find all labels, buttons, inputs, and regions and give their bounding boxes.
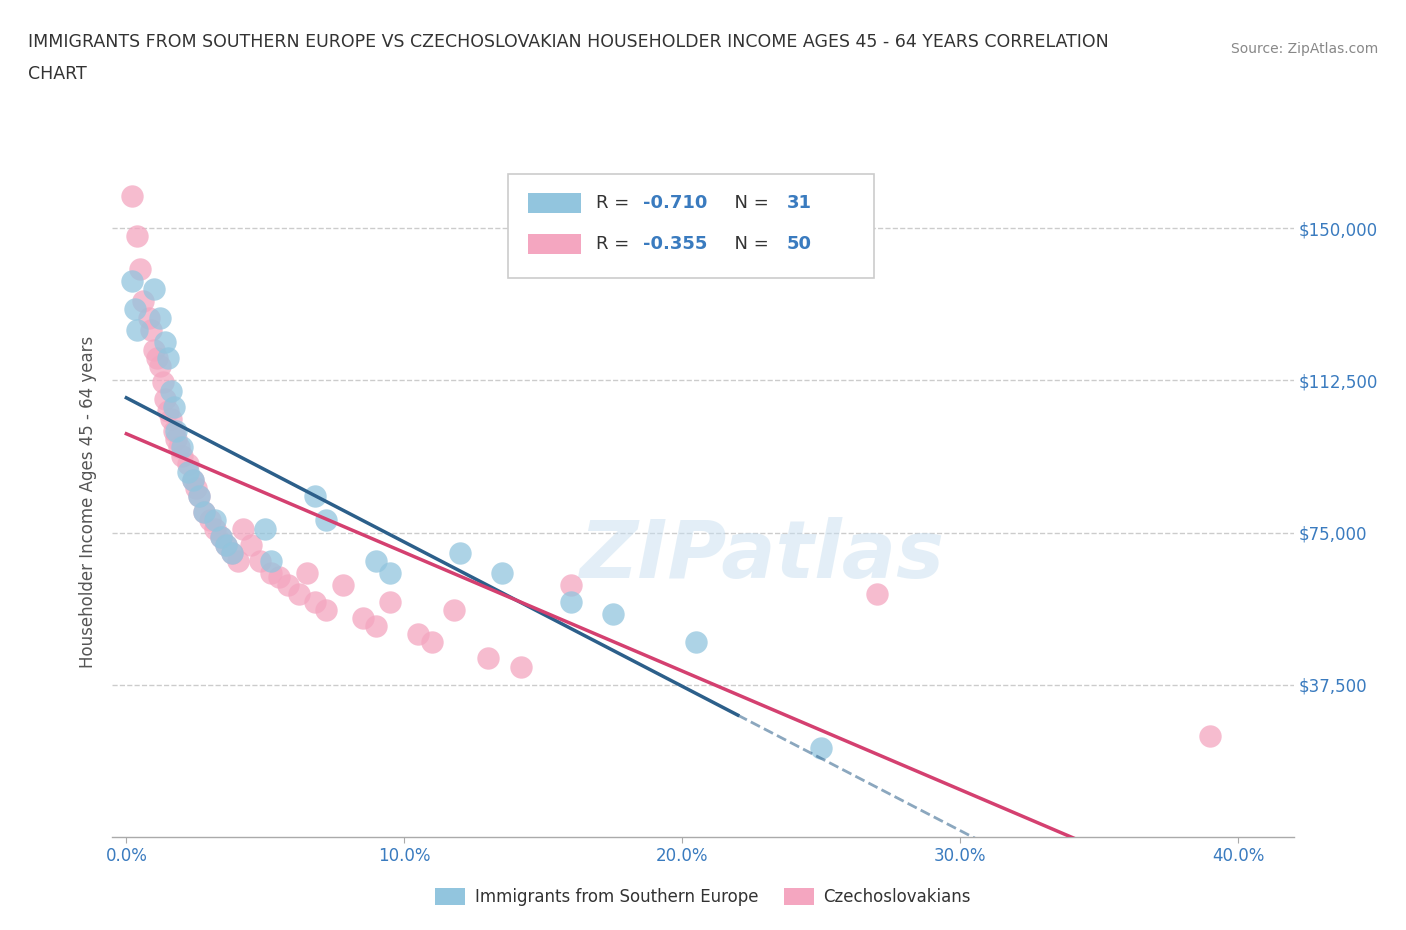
Text: -0.355: -0.355 bbox=[643, 235, 707, 253]
Point bbox=[149, 310, 172, 325]
Point bbox=[352, 610, 374, 625]
Point bbox=[380, 594, 402, 609]
Point bbox=[260, 565, 283, 580]
Point bbox=[295, 565, 318, 580]
Point bbox=[685, 635, 707, 650]
Point bbox=[127, 323, 149, 338]
Point bbox=[143, 282, 166, 297]
Point bbox=[380, 565, 402, 580]
Point bbox=[215, 538, 238, 552]
Point bbox=[1199, 728, 1222, 743]
Point bbox=[143, 342, 166, 357]
Point bbox=[176, 457, 198, 472]
Text: R =: R = bbox=[596, 193, 634, 212]
Point bbox=[170, 448, 193, 463]
Point bbox=[332, 578, 354, 592]
Point bbox=[221, 546, 243, 561]
Text: N =: N = bbox=[723, 193, 775, 212]
Point bbox=[141, 323, 163, 338]
Point bbox=[181, 472, 204, 487]
Point bbox=[477, 651, 499, 666]
Point bbox=[127, 229, 149, 244]
Point bbox=[209, 529, 232, 544]
Point bbox=[170, 440, 193, 455]
Point bbox=[221, 546, 243, 561]
Point bbox=[287, 586, 309, 601]
Point bbox=[366, 618, 388, 633]
Point bbox=[602, 606, 624, 621]
Text: 50: 50 bbox=[787, 235, 811, 253]
Point bbox=[866, 586, 889, 601]
Y-axis label: Householder Income Ages 45 - 64 years: Householder Income Ages 45 - 64 years bbox=[79, 336, 97, 669]
Point bbox=[204, 521, 226, 536]
Point bbox=[215, 538, 238, 552]
Point bbox=[269, 570, 291, 585]
Point bbox=[193, 505, 215, 520]
Text: 31: 31 bbox=[787, 193, 811, 212]
Point bbox=[226, 553, 249, 568]
Text: CHART: CHART bbox=[28, 65, 87, 83]
FancyBboxPatch shape bbox=[508, 174, 875, 278]
Point bbox=[187, 488, 209, 503]
FancyBboxPatch shape bbox=[529, 193, 581, 213]
Legend: Immigrants from Southern Europe, Czechoslovakians: Immigrants from Southern Europe, Czechos… bbox=[429, 881, 977, 912]
Point bbox=[160, 412, 183, 427]
Point bbox=[176, 464, 198, 479]
Point bbox=[198, 513, 221, 528]
Point bbox=[420, 635, 443, 650]
Point bbox=[193, 505, 215, 520]
Point bbox=[184, 481, 207, 496]
Point bbox=[124, 302, 146, 317]
Point bbox=[449, 546, 471, 561]
Point bbox=[138, 310, 160, 325]
Point bbox=[165, 424, 187, 439]
Point bbox=[121, 273, 143, 288]
Point bbox=[277, 578, 299, 592]
Text: R =: R = bbox=[596, 235, 634, 253]
FancyBboxPatch shape bbox=[529, 234, 581, 255]
Point bbox=[167, 440, 190, 455]
Point bbox=[204, 513, 226, 528]
Point bbox=[157, 404, 180, 418]
Point bbox=[304, 488, 326, 503]
Point bbox=[304, 594, 326, 609]
Point bbox=[443, 603, 465, 618]
Point bbox=[187, 488, 209, 503]
Text: IMMIGRANTS FROM SOUTHERN EUROPE VS CZECHOSLOVAKIAN HOUSEHOLDER INCOME AGES 45 - : IMMIGRANTS FROM SOUTHERN EUROPE VS CZECH… bbox=[28, 33, 1109, 50]
Point bbox=[121, 189, 143, 204]
Text: Source: ZipAtlas.com: Source: ZipAtlas.com bbox=[1230, 42, 1378, 56]
Point bbox=[560, 578, 582, 592]
Point bbox=[149, 359, 172, 374]
Text: -0.710: -0.710 bbox=[643, 193, 707, 212]
Text: N =: N = bbox=[723, 235, 775, 253]
Point bbox=[160, 383, 183, 398]
Point bbox=[162, 424, 184, 439]
Point bbox=[510, 659, 533, 674]
Point bbox=[209, 529, 232, 544]
Point bbox=[155, 392, 177, 406]
Point bbox=[810, 740, 832, 755]
Point bbox=[315, 603, 337, 618]
Point bbox=[240, 538, 263, 552]
Point bbox=[366, 553, 388, 568]
Point bbox=[315, 513, 337, 528]
Point bbox=[181, 472, 204, 487]
Point bbox=[260, 553, 283, 568]
Point bbox=[152, 375, 174, 390]
Point bbox=[132, 294, 155, 309]
Point bbox=[232, 521, 254, 536]
Point bbox=[155, 335, 177, 350]
Point bbox=[146, 351, 169, 365]
Point bbox=[254, 521, 277, 536]
Point bbox=[157, 351, 180, 365]
Point bbox=[406, 627, 429, 642]
Point bbox=[560, 594, 582, 609]
Point bbox=[162, 399, 184, 414]
Text: ZIPatlas: ZIPatlas bbox=[579, 517, 945, 595]
Point bbox=[165, 432, 187, 446]
Point bbox=[249, 553, 271, 568]
Point bbox=[129, 261, 152, 276]
Point bbox=[491, 565, 513, 580]
